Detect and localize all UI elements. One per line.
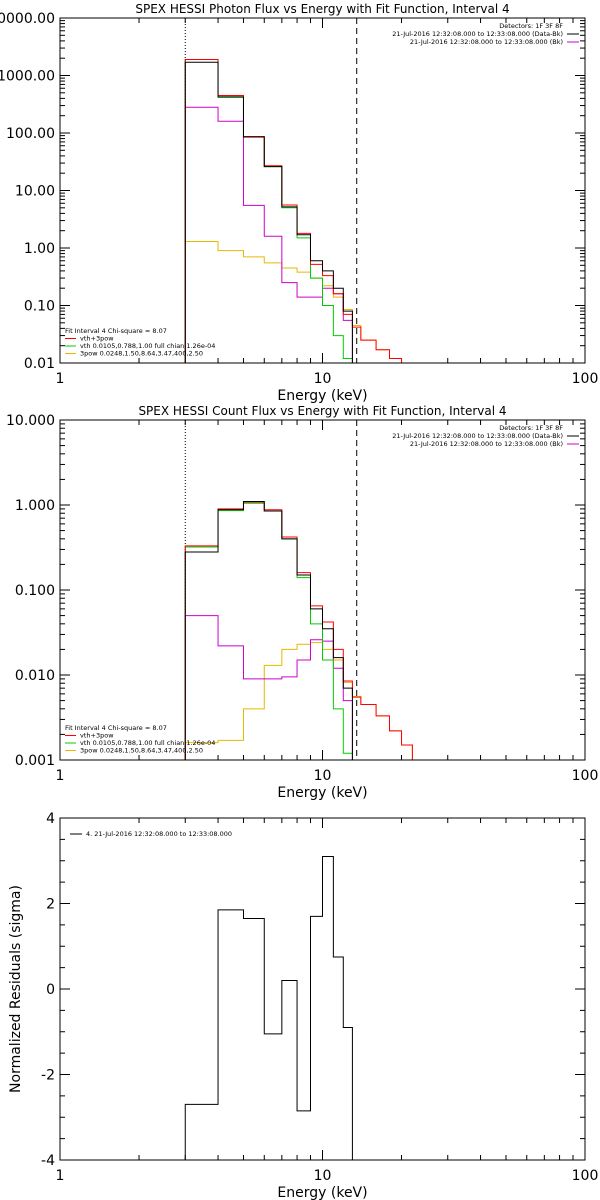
legend-bottom-entry: 3pow 0.0248,1.50,8.64,3.47,400,2.50 [80, 747, 203, 755]
y-tick-label: 0.10 [24, 299, 55, 315]
x-tick-label: 10 [314, 371, 332, 387]
legend-top-entry: 21-Jul-2016 12:32:08.000 to 12:33:08.000… [410, 38, 563, 46]
series-3pow-histogram [184, 642, 428, 760]
y-tick-label: 10.000 [6, 413, 55, 429]
legend-bottom-entry: vth+3pow [80, 335, 114, 343]
x-axis-label: Energy (keV) [277, 1185, 367, 1200]
legend-top-entry: 4. 21-Jul-2016 12:32:08.000 to 12:33:08.… [86, 830, 232, 838]
x-tick-label: 1 [56, 371, 65, 387]
y-tick-label: 0.100 [15, 583, 55, 599]
y-tick-label: 0.001 [15, 753, 55, 769]
y-axis-label: Normalized Residuals (sigma) [8, 885, 24, 1093]
y-tick-label: 1.000 [15, 498, 55, 514]
x-tick-label: 1 [56, 768, 65, 784]
series-vth-histogram [184, 502, 362, 760]
x-tick-label: 100 [572, 768, 599, 784]
series-3pow-histogram [184, 240, 428, 363]
chart-1: SPEX HESSI Photon Flux vs Energy with Fi… [0, 2, 598, 404]
legend-bottom-entry: vth 0.0105,0.788,1.00 full chian 1.26e-0… [80, 342, 215, 350]
y-tick-label: 1.00 [24, 241, 55, 257]
legend-top-entry: 21-Jul-2016 12:32:08.000 to 12:33:08.000… [392, 30, 563, 38]
y-tick-label: 2 [46, 897, 55, 913]
x-axis-label: Energy (keV) [277, 785, 367, 801]
legend-bottom-entry: Fit Interval 4 Chi-square = 8.07 [65, 327, 167, 335]
series-data-bk-histogram [184, 61, 353, 363]
y-tick-label: 100.00 [6, 126, 55, 142]
legend-bottom-entry: vth 0.0105,0.788,1.00 full chian 1.26e-0… [80, 739, 215, 747]
chart-title: SPEX HESSI Photon Flux vs Energy with Fi… [135, 2, 509, 16]
x-tick-label: 100 [572, 371, 599, 387]
y-tick-label: 10.00 [15, 184, 55, 200]
plot-frame [59, 419, 586, 761]
y-tick-label: 4 [46, 811, 55, 827]
series-4-21-jul-2016-12-32-08-000-to-12-33-08-000-histogram [184, 855, 361, 1160]
legend-top-entry: 21-Jul-2016 12:32:08.000 to 12:33:08.000… [392, 432, 563, 440]
x-tick-label: 10 [314, 1168, 332, 1184]
series-data-bk-histogram [184, 500, 353, 760]
series-vth-histogram [184, 58, 362, 363]
legend-bottom-entry: 3pow 0.0248,1.50,8.64,3.47,400,2.50 [80, 350, 203, 358]
chart-3: 1 10 100 Energy (keV) 4 2 0 -2 -4 Normalized Resi… [8, 811, 598, 1200]
y-tick-label: 10000.00 [0, 11, 55, 27]
series-bk-histogram [184, 106, 353, 363]
legend-top-entry: 21-Jul-2016 12:32:08.000 to 12:33:08.000… [410, 440, 563, 448]
chart-2: SPEX HESSI Count Flux vs Energy with Fit… [6, 404, 598, 801]
legend-bottom-entry: Fit Interval 4 Chi-square = 8.07 [65, 724, 167, 732]
y-tick-label: 0 [46, 982, 55, 998]
y-tick-label: -2 [41, 1068, 55, 1084]
chart-title: SPEX HESSI Count Flux vs Energy with Fit… [138, 404, 506, 418]
series-vth-3pow-histogram [184, 58, 428, 363]
legend-top-entry: Detectors: 1F 3F 8F [499, 22, 563, 30]
x-tick-label: 10 [314, 768, 332, 784]
y-tick-label: 1000.00 [0, 69, 55, 85]
series-bk-histogram [184, 615, 353, 760]
x-axis-label: Energy (keV) [277, 388, 367, 404]
y-tick-label: 0.010 [15, 668, 55, 684]
x-tick-label: 100 [572, 1168, 599, 1184]
legend-top-entry: Detectors: 1F 3F 8F [499, 424, 563, 432]
plot-frame [59, 17, 586, 364]
y-tick-label: -4 [41, 1153, 55, 1169]
plot-frame [59, 817, 586, 1161]
y-tick-label: 0.01 [24, 356, 55, 372]
series-vth-3pow-histogram [184, 501, 428, 760]
x-tick-label: 1 [56, 1168, 65, 1184]
legend-bottom-entry: vth+3pow [80, 732, 114, 740]
